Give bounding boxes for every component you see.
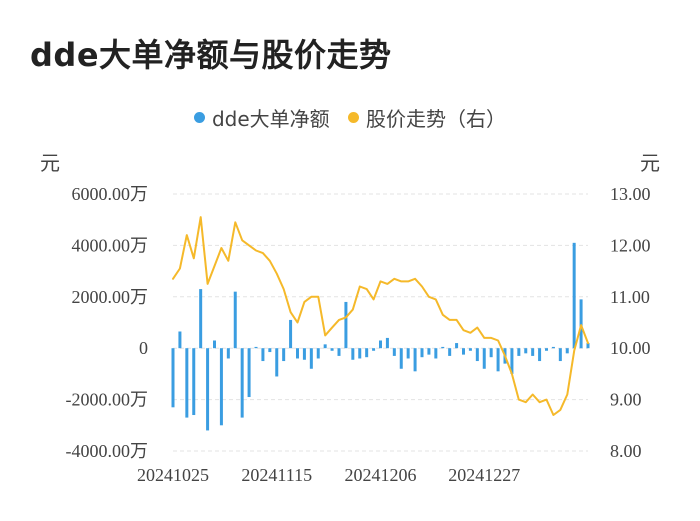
dde-bar <box>399 348 403 369</box>
legend-label-dde: dde大单净额 <box>211 107 330 131</box>
dde-bar <box>268 348 272 353</box>
dde-bar <box>565 348 569 354</box>
legend-label-price: 股价走势（右） <box>366 107 507 131</box>
left-tick-label: 6000.00万 <box>72 184 149 204</box>
dde-bar <box>551 346 555 349</box>
dde-bar <box>192 348 196 416</box>
dde-bar <box>178 331 182 349</box>
dde-bar <box>185 348 189 418</box>
right-tick-label: 11.00 <box>610 287 650 307</box>
dde-bar <box>323 344 327 349</box>
dde-bar <box>482 348 486 369</box>
dde-bar <box>517 348 521 356</box>
left-axis-unit: 元 <box>40 151 60 175</box>
right-axis-ticks: 8.00 9.00 10.00 11.00 12.00 13.00 <box>610 184 651 461</box>
dde-bar <box>427 348 431 355</box>
dde-bar <box>441 346 445 349</box>
dde-bar <box>462 348 465 355</box>
dde-bar <box>392 348 396 356</box>
dde-bar <box>358 348 362 359</box>
dde-bar <box>171 348 175 408</box>
x-axis-ticks: 20241025 20241115 20241206 20241227 <box>137 465 520 485</box>
right-tick-label: 8.00 <box>610 441 642 461</box>
dde-bar <box>524 348 528 354</box>
dde-bar <box>558 348 562 362</box>
right-tick-label: 12.00 <box>610 235 651 255</box>
dde-bar <box>406 348 410 359</box>
dde-bar <box>385 337 389 349</box>
dde-bar <box>475 348 479 362</box>
dde-bar <box>448 348 452 356</box>
dde-bar <box>213 340 216 349</box>
dde-bar <box>330 348 334 351</box>
dde-bar <box>365 348 369 358</box>
price-line-series <box>172 216 589 416</box>
dde-bar <box>510 348 514 374</box>
price-line <box>172 216 589 416</box>
dde-bar <box>219 348 223 426</box>
legend-item-dde[interactable]: dde大单净额 <box>193 103 330 132</box>
right-tick-label: 13.00 <box>610 184 651 204</box>
dde-bar <box>468 348 472 351</box>
dde-bar <box>226 348 230 359</box>
dde-bar <box>344 301 348 349</box>
chart-legend: dde大单净额 股价走势（右） <box>0 103 700 132</box>
dde-bar <box>302 348 306 360</box>
left-tick-label: -2000.00万 <box>66 390 149 410</box>
dde-bar <box>199 289 203 349</box>
dde-bar <box>282 348 286 362</box>
legend-dot-icon <box>193 112 205 123</box>
left-tick-label: 4000.00万 <box>72 235 149 255</box>
dde-bar <box>545 348 548 351</box>
x-tick-label: 20241115 <box>241 465 312 485</box>
dde-bar <box>572 242 576 349</box>
dde-bar <box>379 340 382 349</box>
legend-dot-icon <box>348 112 360 123</box>
dde-bar <box>538 348 542 362</box>
dde-bar <box>372 348 376 351</box>
dde-bar <box>586 343 590 349</box>
right-tick-label: 9.00 <box>610 390 642 410</box>
dde-bar <box>579 299 583 349</box>
legend-item-price[interactable]: 股价走势（右） <box>348 103 506 132</box>
right-axis-unit: 元 <box>640 151 660 175</box>
dde-bar <box>420 348 424 358</box>
dde-bar <box>531 348 535 356</box>
dde-bar <box>247 348 251 398</box>
dde-bar <box>434 348 438 359</box>
right-tick-label: 10.00 <box>610 338 651 358</box>
chart-title: dde大单净额与股价走势 <box>30 36 392 74</box>
dde-bar <box>261 348 265 362</box>
dde-bar <box>413 348 417 372</box>
x-tick-label: 20241227 <box>448 465 520 485</box>
left-tick-label: -4000.00万 <box>66 441 149 461</box>
dde-bar <box>455 343 459 349</box>
dde-bar <box>351 348 355 360</box>
left-axis-ticks: -4000.00万 -2000.00万 0 2000.00万 4000.00万 6000.… <box>66 184 149 461</box>
left-tick-label: 0 <box>139 338 148 358</box>
dde-bar <box>489 348 493 358</box>
dde-bar <box>233 291 237 349</box>
dde-bar <box>206 348 210 431</box>
dde-bar <box>496 348 500 372</box>
dde-bar <box>254 346 258 349</box>
dde-bar <box>309 348 313 369</box>
left-tick-label: 2000.00万 <box>72 287 149 307</box>
x-tick-label: 20241206 <box>345 465 417 485</box>
dde-bar <box>275 348 279 377</box>
dde-bar <box>240 348 244 418</box>
dde-bars <box>171 242 590 431</box>
dde-bar <box>337 348 341 356</box>
dde-bar <box>316 348 320 359</box>
x-tick-label: 20241025 <box>137 465 209 485</box>
dde-bar <box>289 319 293 349</box>
dde-bar <box>296 348 299 359</box>
